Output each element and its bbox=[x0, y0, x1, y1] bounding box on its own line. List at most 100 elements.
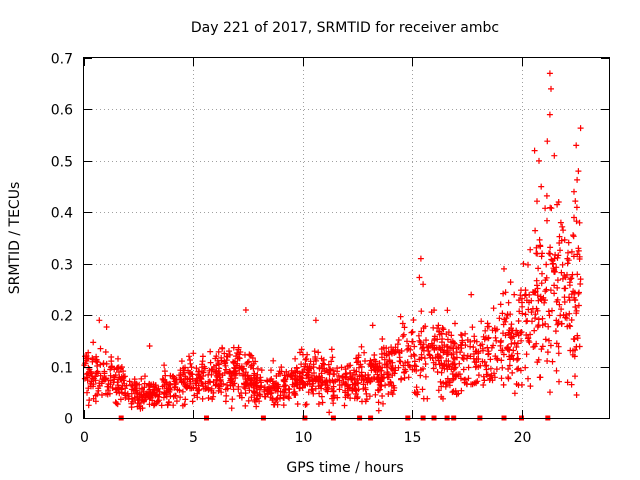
data-point bbox=[96, 382, 103, 389]
data-point bbox=[556, 378, 562, 385]
data-point bbox=[452, 320, 458, 327]
data-point bbox=[304, 364, 311, 371]
data-point bbox=[568, 248, 575, 255]
data-point bbox=[518, 337, 525, 344]
data-point bbox=[500, 321, 507, 328]
data-point bbox=[348, 375, 355, 382]
data-point bbox=[283, 368, 290, 375]
data-point bbox=[418, 308, 425, 315]
data-point bbox=[417, 372, 424, 379]
data-point bbox=[389, 365, 396, 372]
data-point bbox=[186, 369, 193, 376]
data-point bbox=[545, 308, 552, 315]
data-point bbox=[553, 317, 560, 324]
data-point bbox=[422, 323, 429, 330]
data-point bbox=[488, 344, 495, 351]
data-point bbox=[515, 318, 522, 324]
data-point bbox=[292, 392, 299, 398]
data-point bbox=[472, 348, 479, 355]
data-point bbox=[523, 351, 530, 358]
data-point bbox=[534, 198, 540, 205]
data-point bbox=[500, 351, 507, 358]
data-point bbox=[113, 400, 120, 407]
data-point bbox=[205, 378, 212, 385]
data-point bbox=[210, 393, 217, 400]
data-point bbox=[134, 391, 141, 397]
data-point bbox=[530, 344, 537, 350]
data-point bbox=[481, 359, 488, 365]
data-point bbox=[354, 395, 361, 402]
data-point bbox=[199, 380, 206, 387]
data-point bbox=[170, 375, 177, 382]
data-point bbox=[569, 271, 576, 278]
data-point bbox=[84, 370, 91, 377]
data-point bbox=[554, 296, 561, 303]
data-point bbox=[161, 379, 168, 385]
data-point bbox=[444, 307, 451, 314]
data-point bbox=[208, 387, 215, 394]
data-point bbox=[132, 397, 139, 403]
data-point bbox=[575, 290, 582, 297]
data-point bbox=[146, 386, 153, 393]
data-point bbox=[232, 375, 239, 381]
data-point bbox=[256, 391, 263, 398]
grid bbox=[84, 58, 609, 418]
data-point bbox=[161, 368, 168, 375]
data-point bbox=[272, 399, 279, 405]
data-point bbox=[304, 351, 311, 358]
data-point bbox=[90, 339, 97, 346]
data-point bbox=[542, 336, 549, 343]
data-point bbox=[492, 334, 499, 341]
data-point bbox=[182, 373, 189, 380]
data-point bbox=[577, 276, 584, 283]
data-point bbox=[218, 389, 225, 396]
data-point bbox=[344, 382, 351, 389]
data-point bbox=[507, 356, 513, 363]
data-point bbox=[122, 394, 129, 401]
data-point bbox=[539, 270, 545, 277]
data-point bbox=[554, 321, 561, 328]
data-point bbox=[85, 402, 92, 409]
data-point bbox=[440, 395, 446, 402]
data-point bbox=[499, 310, 506, 317]
data-point bbox=[525, 375, 531, 382]
data-point bbox=[537, 374, 544, 381]
data-point bbox=[149, 392, 156, 399]
data-point bbox=[131, 376, 138, 383]
data-point bbox=[450, 375, 457, 382]
data-point bbox=[417, 339, 424, 346]
data-point bbox=[451, 356, 458, 363]
data-point bbox=[341, 402, 348, 409]
data-point bbox=[551, 269, 558, 275]
data-point bbox=[416, 274, 423, 281]
data-point bbox=[570, 233, 577, 240]
data-point bbox=[208, 367, 215, 374]
data-point bbox=[556, 240, 563, 246]
data-point bbox=[515, 382, 522, 389]
data-point bbox=[570, 253, 577, 260]
data-point bbox=[459, 337, 466, 344]
data-point bbox=[438, 339, 445, 346]
data-point bbox=[405, 374, 412, 381]
data-point bbox=[544, 358, 551, 364]
data-point bbox=[293, 364, 300, 371]
data-point bbox=[222, 386, 229, 393]
data-point bbox=[456, 360, 463, 367]
data-point bbox=[298, 346, 305, 353]
data-point bbox=[267, 377, 274, 384]
data-point bbox=[533, 305, 540, 312]
data-point bbox=[546, 312, 553, 319]
data-point bbox=[302, 401, 309, 408]
data-point bbox=[425, 344, 432, 351]
data-point bbox=[356, 364, 362, 371]
data-point bbox=[576, 219, 583, 226]
data-point bbox=[519, 299, 525, 306]
data-point bbox=[258, 367, 265, 374]
y-tick-label: 0.7 bbox=[51, 52, 73, 68]
data-point bbox=[507, 334, 514, 341]
data-point bbox=[573, 392, 580, 398]
data-point bbox=[355, 386, 362, 393]
data-point bbox=[359, 398, 365, 405]
data-point bbox=[443, 357, 450, 364]
